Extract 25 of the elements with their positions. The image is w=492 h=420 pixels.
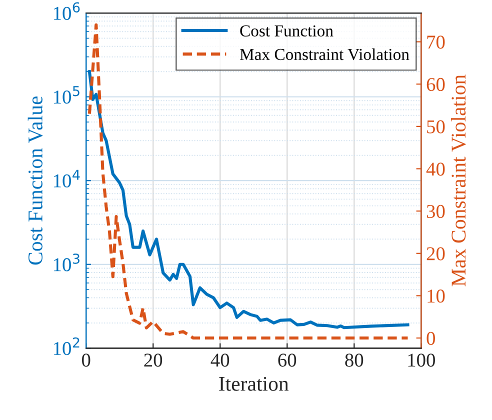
y2-tick-label: 10 <box>428 290 445 303</box>
x-axis-title: Iteration <box>219 376 289 391</box>
y-axis-title: Cost Function Value <box>28 96 43 265</box>
line-series <box>88 23 410 340</box>
x-tick-label: 0 <box>82 354 90 367</box>
legend-label: Max Constraint Violation <box>240 48 410 60</box>
y2-tick-label: 50 <box>427 120 445 134</box>
y-tick-label: 10$^{3}$ <box>54 254 80 272</box>
y-tick-label: 10$^{5}$ <box>54 86 80 104</box>
y2-tick-label: 40 <box>426 162 445 176</box>
y2-tick-label: 20 <box>426 247 445 260</box>
y-tick-label: 10$^{6}$ <box>54 2 80 20</box>
x-tick-label: 40 <box>210 354 230 367</box>
y2-tick-label: 70 <box>427 36 445 49</box>
legend-label: Cost Function <box>240 25 334 37</box>
y2-tick-label: 60 <box>426 78 445 92</box>
y-tick-label: 10$^{2}$ <box>54 337 80 356</box>
x-tick-label: 60 <box>278 354 296 367</box>
y2-axis-title: Max Constraint Violation <box>451 74 466 286</box>
x-tick-label: 20 <box>144 354 162 367</box>
y2-tick-label: 0 <box>426 332 435 345</box>
y2-tick-label: 30 <box>426 204 445 218</box>
y-tick-label: 10$^{4}$ <box>54 170 80 188</box>
x-tick-label: 80 <box>345 354 364 367</box>
x-tick-label: 100 <box>408 354 435 367</box>
